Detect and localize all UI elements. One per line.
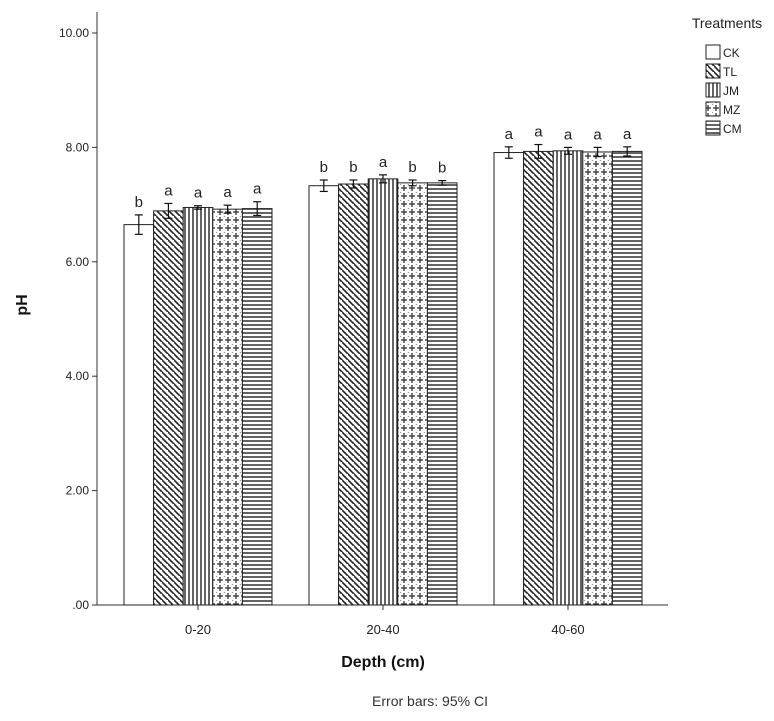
y-tick-label: 6.00 bbox=[66, 255, 90, 269]
bar bbox=[397, 182, 428, 606]
x-axis-title: Depth (cm) bbox=[341, 654, 425, 671]
significance-label: b bbox=[408, 159, 416, 176]
bar bbox=[523, 150, 554, 606]
bar bbox=[123, 224, 155, 606]
bar bbox=[241, 208, 273, 606]
significance-label: b bbox=[320, 159, 328, 176]
legend-swatch bbox=[705, 120, 721, 136]
legend-swatch bbox=[705, 101, 721, 117]
x-tick-label: 40-60 bbox=[551, 622, 584, 637]
bar bbox=[493, 152, 525, 606]
bar bbox=[426, 182, 458, 606]
bars: b a a a a b b a b b a a a a a bbox=[123, 124, 643, 606]
x-tick-label: 0-20 bbox=[185, 622, 211, 637]
legend-swatch bbox=[705, 63, 721, 79]
y-tick-label: 10.00 bbox=[59, 26, 89, 40]
significance-label: b bbox=[438, 160, 446, 177]
legend-label: CM bbox=[723, 122, 742, 136]
significance-label: a bbox=[253, 181, 262, 198]
legend-label: CK bbox=[723, 46, 740, 60]
bar bbox=[552, 150, 584, 606]
significance-label: a bbox=[593, 126, 602, 143]
x-tick-label: 20-40 bbox=[366, 622, 399, 637]
y-tick-label: 4.00 bbox=[66, 369, 90, 383]
bar bbox=[367, 178, 399, 606]
bar bbox=[308, 185, 340, 606]
significance-label: a bbox=[564, 126, 573, 143]
significance-label: b bbox=[349, 159, 357, 176]
legend-swatch bbox=[705, 82, 721, 98]
significance-label: a bbox=[164, 182, 173, 199]
legend-label: TL bbox=[723, 65, 737, 79]
bar bbox=[611, 150, 643, 606]
legend-label: JM bbox=[723, 84, 739, 98]
significance-label: b bbox=[135, 194, 143, 211]
significance-label: a bbox=[505, 126, 514, 143]
significance-label: a bbox=[534, 124, 543, 141]
bar bbox=[182, 206, 214, 606]
y-tick-label: 2.00 bbox=[66, 484, 90, 498]
bar bbox=[153, 210, 184, 606]
bar bbox=[582, 151, 613, 606]
legend-swatch bbox=[705, 44, 721, 60]
significance-label: a bbox=[623, 126, 632, 143]
y-tick-label: .00 bbox=[72, 598, 89, 612]
legend-label: MZ bbox=[723, 103, 740, 117]
legend-title: Treatments bbox=[692, 15, 762, 31]
bar bbox=[212, 208, 243, 606]
legend: CK TL JM MZ CM bbox=[705, 44, 742, 136]
significance-label: a bbox=[194, 185, 203, 202]
bar bbox=[338, 183, 369, 606]
error-bars-footnote: Error bars: 95% CI bbox=[372, 693, 488, 709]
significance-label: a bbox=[223, 184, 232, 201]
y-axis-title: pH bbox=[14, 294, 31, 315]
y-tick-label: 8.00 bbox=[66, 140, 90, 154]
significance-label: a bbox=[379, 154, 388, 171]
